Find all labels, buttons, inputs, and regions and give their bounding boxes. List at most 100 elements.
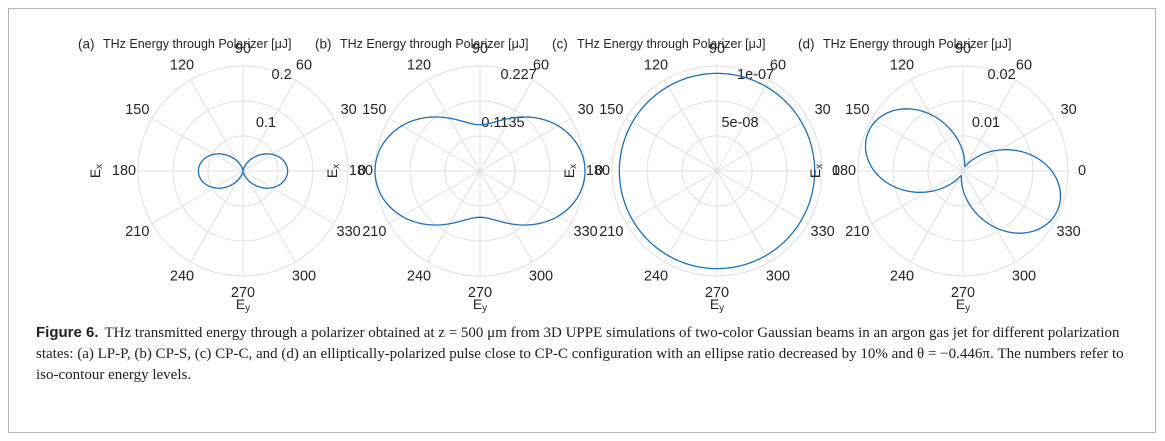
panel-title: THz Energy through Polarizer [μJ]: [340, 37, 529, 51]
panel-label: (c): [552, 37, 568, 52]
theta-tick-label: 60: [770, 57, 786, 73]
grid-spoke: [388, 170, 481, 224]
theta-tick-label: 90: [235, 41, 251, 57]
theta-tick-label: 300: [292, 269, 316, 285]
radial-tick-label: 0.1: [256, 115, 276, 131]
theta-tick-label: 240: [644, 269, 668, 285]
theta-tick-label: 150: [125, 102, 149, 118]
theta-tick-label: 180: [832, 163, 856, 179]
energy-curve: [618, 72, 816, 270]
theta-tick-label: 330: [1057, 224, 1081, 240]
theta-tick-label: 0: [358, 163, 366, 179]
polar-panel-c: (c) THz Energy through Polarizer [μJ] 0 30 6…: [552, 37, 840, 314]
grid-spoke: [962, 79, 1016, 172]
grid-spoke: [427, 170, 481, 263]
radial-tick-label: 5e-08: [721, 115, 758, 131]
theta-tick-label: 120: [644, 57, 668, 73]
grid-spoke: [242, 79, 296, 172]
theta-tick-label: 0: [1078, 163, 1086, 179]
grid-spoke: [716, 118, 809, 172]
y-axis-label: Ex: [807, 164, 825, 178]
figure-frame: [8, 8, 1156, 433]
theta-tick-label: 30: [815, 102, 831, 118]
theta-tick-label: 300: [529, 269, 553, 285]
panel-label: (d): [798, 37, 815, 52]
theta-tick-label: 210: [125, 224, 149, 240]
panel-label: (a): [78, 37, 95, 52]
grid-spoke: [190, 79, 244, 172]
grid-spoke: [716, 170, 770, 263]
grid-spoke: [479, 79, 533, 172]
grid-spoke: [625, 170, 718, 224]
figure-caption: Figure 6. THz transmitted energy through …: [36, 322, 1136, 386]
theta-tick-label: 0: [595, 163, 603, 179]
energy-curve: [374, 116, 586, 226]
panel-label: (b): [315, 37, 332, 52]
grid-spoke: [962, 170, 1055, 224]
y-axis-label: Ex: [324, 164, 342, 178]
theta-tick-label: 270: [951, 285, 975, 301]
theta-tick-label: 240: [407, 269, 431, 285]
radial-tick-label: 0.01: [972, 115, 1000, 131]
polar-panel-a: (a) THz Energy through Polarizer [μJ] 0 30 6…: [78, 37, 366, 314]
grid-spoke: [190, 170, 244, 263]
grid-spoke: [388, 118, 481, 172]
grid-spoke: [242, 170, 335, 224]
polar-panel-b: (b) THz Energy through Polarizer [μJ] 0 30 6…: [315, 37, 603, 314]
theta-tick-label: 180: [349, 163, 373, 179]
radial-tick-label: 0.227: [500, 67, 536, 83]
theta-tick-label: 240: [890, 269, 914, 285]
caption-text: THz transmitted energy through a polariz…: [36, 325, 1124, 383]
grid-spoke: [479, 170, 572, 224]
grid-spoke: [910, 79, 964, 172]
theta-tick-label: 150: [845, 102, 869, 118]
grid-spoke: [664, 79, 718, 172]
polar-plots: (a) THz Energy through Polarizer [μJ] 0 30 6…: [78, 37, 1086, 314]
polar-panel-d: (d) THz Energy through Polarizer [μJ] 0 30 6…: [798, 37, 1086, 314]
theta-tick-label: 210: [599, 224, 623, 240]
theta-tick-label: 270: [231, 285, 255, 301]
theta-tick-label: 150: [599, 102, 623, 118]
theta-tick-label: 30: [1061, 102, 1077, 118]
grid-spoke: [479, 118, 572, 172]
theta-tick-label: 240: [170, 269, 194, 285]
theta-tick-label: 60: [296, 57, 312, 73]
theta-tick-label: 120: [890, 57, 914, 73]
radial-tick-label: 1e-07: [737, 67, 774, 83]
theta-tick-label: 180: [112, 163, 136, 179]
theta-tick-label: 120: [407, 57, 431, 73]
grid-spoke: [427, 79, 481, 172]
energy-curve: [197, 153, 289, 189]
theta-tick-label: 300: [1012, 269, 1036, 285]
grid-spoke: [716, 170, 809, 224]
radial-tick-label: 0.1135: [481, 115, 524, 131]
grid-spoke: [962, 170, 1016, 263]
theta-tick-label: 270: [705, 285, 729, 301]
theta-tick-label: 300: [766, 269, 790, 285]
grid-spoke: [962, 118, 1055, 172]
panel-title: THz Energy through Polarizer [μJ]: [577, 37, 766, 51]
grid-spoke: [871, 170, 964, 224]
y-axis-label: Ex: [87, 164, 105, 178]
grid-spoke: [151, 170, 244, 224]
theta-tick-label: 30: [341, 102, 357, 118]
grid-spoke: [242, 170, 296, 263]
grid-spoke: [910, 170, 964, 263]
y-axis-label: Ex: [561, 164, 579, 178]
theta-tick-label: 90: [955, 41, 971, 57]
grid-spoke: [242, 118, 335, 172]
radial-tick-label: 0.2: [272, 67, 292, 83]
radial-tick-label: 0.02: [987, 67, 1015, 83]
theta-tick-label: 180: [586, 163, 610, 179]
theta-tick-label: 90: [709, 41, 725, 57]
theta-tick-label: 90: [472, 41, 488, 57]
theta-tick-label: 120: [170, 57, 194, 73]
theta-tick-label: 150: [362, 102, 386, 118]
grid-spoke: [479, 170, 533, 263]
theta-tick-label: 0: [832, 163, 840, 179]
grid-spoke: [716, 79, 770, 172]
theta-tick-label: 210: [362, 224, 386, 240]
panel-title: THz Energy through Polarizer [μJ]: [103, 37, 292, 51]
grid-spoke: [871, 118, 964, 172]
figure-label: Figure 6.: [36, 324, 99, 341]
